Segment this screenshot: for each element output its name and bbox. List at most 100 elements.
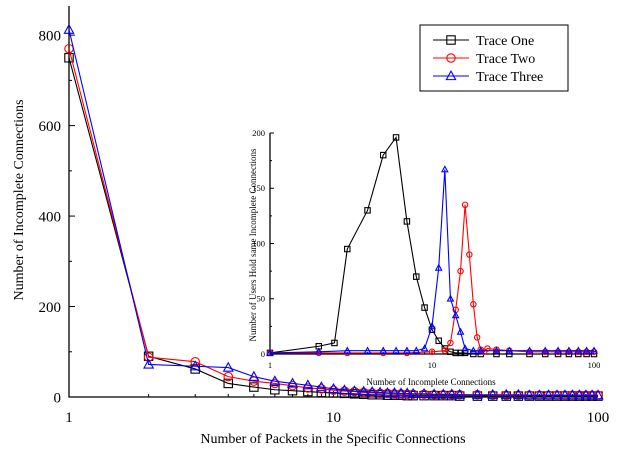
point-trace-three — [533, 389, 545, 400]
inset-series-line-trace-three — [269, 169, 594, 354]
point-trace-one — [249, 382, 259, 392]
inset-point-trace-one — [461, 349, 469, 357]
point-trace-three — [269, 375, 281, 386]
inset-y-tick-label: 100 — [252, 238, 265, 248]
inset-point-trace-three — [590, 346, 598, 354]
legend: Trace One Trace Two Trace Three — [419, 24, 569, 92]
point-trace-three — [437, 388, 449, 399]
y-tick-label: 800 — [39, 28, 62, 44]
inset-x-axis-label: Number of Incomplete Connections — [366, 377, 496, 387]
inset-point-trace-three — [469, 346, 478, 354]
y-tick-label: 0 — [54, 390, 62, 406]
point-trace-three — [446, 388, 458, 399]
inset-point-trace-three — [461, 344, 469, 352]
point-trace-three — [401, 387, 413, 398]
point-trace-three — [512, 388, 524, 399]
inset-background — [270, 133, 598, 355]
inset-point-trace-three — [434, 263, 443, 271]
inset-point-trace-two — [470, 301, 477, 308]
inset-point-trace-three — [525, 346, 534, 354]
point-trace-three — [407, 387, 419, 399]
legend-label-trace-one: Trace One — [476, 34, 534, 49]
inset-point-trace-one — [379, 151, 387, 159]
inset-point-trace-two — [473, 334, 481, 341]
inset-point-trace-one — [506, 350, 513, 358]
inset-point-trace-one — [344, 245, 351, 253]
inset-point-trace-three — [476, 346, 485, 354]
inset-point-trace-three — [428, 322, 436, 330]
point-trace-three — [248, 370, 260, 381]
point-trace-three — [580, 389, 592, 400]
inset-point-trace-three — [451, 311, 460, 319]
point-trace-three — [374, 386, 386, 397]
inset-point-trace-three — [392, 346, 400, 354]
point-trace-three — [592, 389, 604, 400]
point-trace-two — [143, 352, 154, 362]
x-tick-label: 1 — [65, 410, 73, 426]
y-tick-label: 600 — [39, 119, 62, 135]
point-trace-two — [223, 371, 233, 382]
point-trace-three — [487, 388, 499, 399]
legend-label-trace-three: Trace Three — [476, 70, 543, 85]
point-trace-one — [287, 385, 298, 396]
inset-point-trace-one — [364, 207, 371, 214]
point-trace-three — [573, 389, 585, 400]
inset-point-trace-three — [456, 327, 465, 335]
y-tick-label: 200 — [39, 300, 62, 316]
inset-x-tick-label: 100 — [588, 360, 601, 370]
inset-point-trace-one — [403, 218, 411, 225]
point-trace-two — [402, 389, 412, 400]
inset-point-trace-three — [574, 346, 583, 354]
x-tick-label: 100 — [587, 410, 610, 426]
point-trace-three — [348, 385, 360, 396]
point-trace-three — [388, 386, 401, 398]
inset-point-trace-three — [554, 346, 562, 354]
point-trace-three — [358, 385, 370, 396]
x-axis-label: Number of Packets in the Specific Connec… — [200, 432, 465, 447]
point-trace-three — [586, 389, 598, 400]
inset-point-trace-three — [446, 294, 455, 302]
inset-point-trace-one — [470, 350, 477, 358]
inset-y-tick-label: 0 — [261, 349, 265, 359]
legend-marker-trace-two — [446, 53, 456, 63]
point-trace-one — [270, 385, 280, 395]
inset-x-tick-label: 10 — [428, 360, 437, 370]
point-trace-three — [566, 389, 578, 400]
legend-marker-trace-one — [446, 35, 456, 45]
point-trace-three — [143, 358, 155, 369]
point-trace-three — [523, 389, 535, 400]
inset-point-trace-three — [440, 165, 449, 173]
point-trace-two — [328, 385, 339, 395]
inset-y-tick-label: 200 — [252, 128, 265, 138]
point-trace-three — [428, 388, 440, 399]
inset-point-trace-three — [363, 346, 372, 354]
point-trace-three — [500, 388, 512, 399]
point-trace-three — [222, 361, 234, 372]
inset-chart: 1 10 100 0 50 100 150 200 — [252, 128, 600, 370]
inset-x-tick-label: 1 — [268, 360, 272, 370]
point-trace-three — [189, 360, 201, 371]
inset-point-trace-two — [466, 251, 473, 258]
inset-point-trace-two — [447, 339, 454, 347]
point-trace-three — [395, 387, 407, 398]
inset-point-trace-one — [457, 349, 464, 357]
inset-point-trace-three — [420, 344, 429, 352]
inset-point-trace-two — [480, 348, 488, 356]
inset-point-trace-three — [541, 346, 550, 354]
point-trace-three — [366, 386, 378, 397]
y-axis-label: Number of Incomplete Connections — [12, 99, 27, 300]
inset-y-tick-label: 150 — [252, 183, 265, 193]
inset-point-trace-three — [582, 346, 591, 354]
point-trace-three — [542, 389, 555, 400]
legend-label-trace-two: Trace Two — [476, 52, 535, 67]
inset-point-trace-three — [343, 346, 352, 354]
inset-point-trace-one — [435, 337, 442, 344]
inset-point-trace-two — [457, 267, 464, 275]
inset-point-trace-three — [403, 346, 411, 354]
point-trace-three — [338, 384, 350, 395]
inset-point-trace-three — [412, 346, 421, 354]
inset-point-trace-three — [492, 346, 501, 354]
point-trace-three — [315, 381, 327, 392]
inset-point-trace-three — [505, 346, 514, 354]
